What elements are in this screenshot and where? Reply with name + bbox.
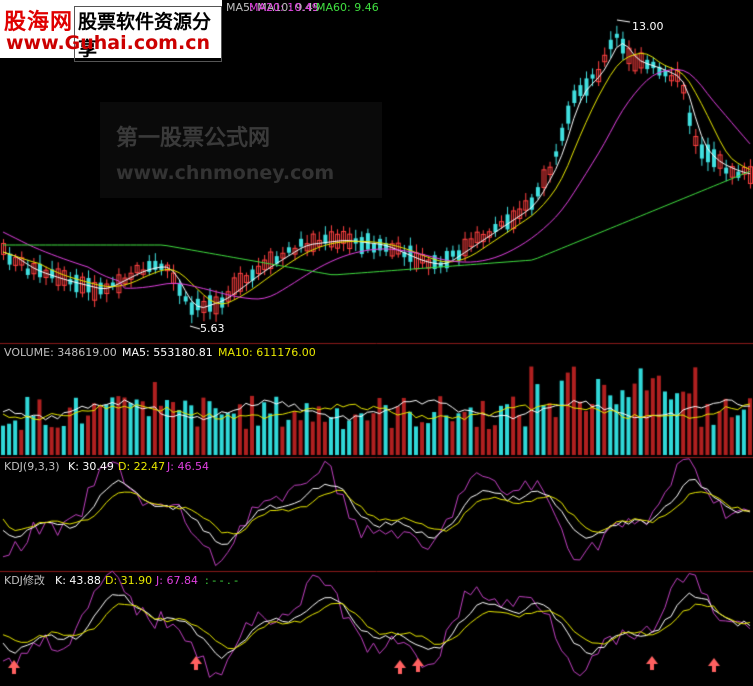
price-ma60-legend: MA60: 9.46: [316, 1, 379, 14]
kdj-mod-d: D: 31.90: [105, 574, 153, 587]
kdj-mod-name: KDJ修改: [4, 574, 45, 587]
price-high-label: 13.00: [632, 20, 664, 33]
logo-tagline: 股票软件资源分享: [74, 6, 222, 62]
kdj-d: D: 22.47: [118, 460, 166, 473]
price-ma5-ma10-legend: MA5: MA10: 9.45: [226, 1, 320, 14]
kdj-name: KDJ(9,3,3): [4, 460, 60, 473]
watermark-line2: www.chnmoney.com: [116, 162, 335, 184]
kdj-mod-k: K: 43.88: [55, 574, 101, 587]
watermark-line1: 第一股票公式网: [116, 126, 271, 151]
price-low-label: 5.63: [200, 322, 225, 335]
kdj-mod-extra: : - - . -: [205, 574, 239, 587]
kdj-mod-j: J: 67.84: [156, 574, 198, 587]
site-logo[interactable]: 股海网 股票软件资源分享 www.Guhai.com.cn: [0, 0, 222, 62]
logo-site-name: 股海网: [4, 10, 74, 35]
logo-url: www.Guhai.com.cn: [6, 32, 210, 54]
volume-ma10: MA10: 611176.00: [218, 346, 316, 359]
volume-value: VOLUME: 348619.00: [4, 346, 117, 359]
price-ma20-legend: MA20: 10.49: [249, 1, 319, 14]
volume-ma5: MA5: 553180.81: [122, 346, 213, 359]
kdj-k: K: 30.49: [68, 460, 114, 473]
kdj-j: J: 46.54: [167, 460, 209, 473]
watermark: 第一股票公式网 www.chnmoney.com: [100, 102, 382, 198]
